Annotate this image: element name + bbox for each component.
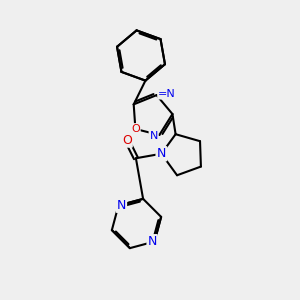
Text: =N: =N bbox=[158, 88, 176, 99]
Text: N: N bbox=[157, 147, 166, 160]
Text: N: N bbox=[117, 199, 126, 212]
Text: N: N bbox=[149, 131, 158, 142]
Text: N: N bbox=[147, 235, 157, 248]
Text: O: O bbox=[122, 134, 132, 147]
Text: O: O bbox=[131, 124, 140, 134]
